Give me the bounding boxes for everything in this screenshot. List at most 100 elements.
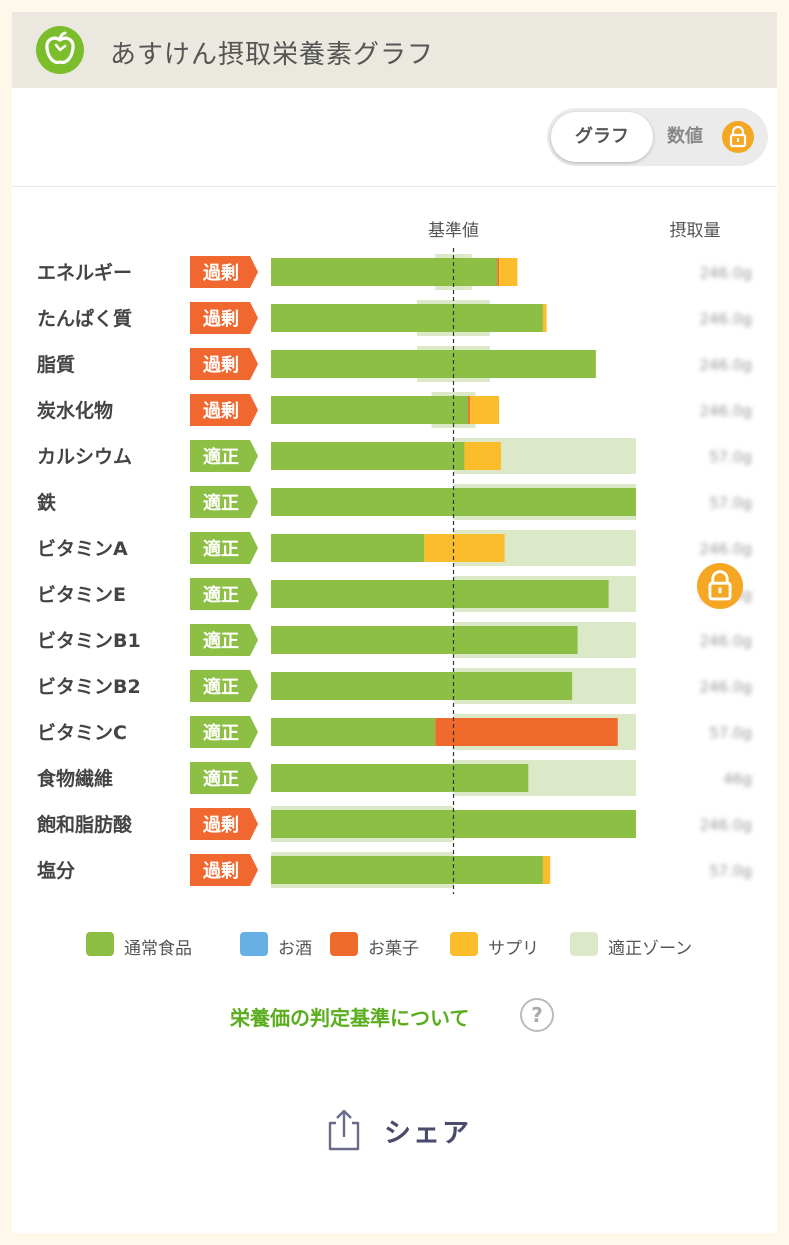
graph-card: あすけん摂取栄養素グラフ グラフ 数値 基準値 摂取量 エネルギー 過剰 246.0g た… xyxy=(12,12,777,1233)
status-badge-corner xyxy=(190,670,198,702)
view-toggle[interactable]: グラフ 数値 xyxy=(547,108,768,166)
bar-food xyxy=(271,718,436,746)
legend-label: お酒 xyxy=(278,939,312,959)
intake-value: 46g xyxy=(723,770,752,788)
intake-value: 246.0g xyxy=(700,678,752,696)
nutrient-label: 炭水化物 xyxy=(37,399,113,422)
nutrient-label: ビタミンA xyxy=(37,538,128,560)
status-badge-corner xyxy=(190,578,198,610)
status-badge-corner xyxy=(190,348,198,380)
intake-value: 246.0g xyxy=(700,540,752,558)
status-badge xyxy=(190,256,258,288)
toggle-values-button[interactable]: 数値 xyxy=(667,126,703,147)
bar-food xyxy=(271,442,465,470)
status-badge xyxy=(190,762,258,794)
nutrient-label: カルシウム xyxy=(37,446,132,468)
reference-label: 基準値 xyxy=(428,221,479,241)
status-badge xyxy=(190,808,258,840)
bar-supplement xyxy=(542,304,547,332)
bar-supplement xyxy=(499,258,518,286)
status-badge xyxy=(190,486,258,518)
intake-header: 摂取量 xyxy=(670,221,721,241)
intake-value: 246.0g xyxy=(700,356,752,374)
intake-value: 57.0g xyxy=(709,448,752,466)
status-badge-label: 過剰 xyxy=(203,400,239,422)
intake-value: 57.0g xyxy=(709,862,752,880)
bar-supplement xyxy=(469,396,500,424)
legend-swatch xyxy=(86,932,114,956)
help-icon[interactable]: ? xyxy=(520,998,554,1032)
bar-food xyxy=(271,534,425,562)
status-badge xyxy=(190,440,258,472)
criteria-link[interactable]: 栄養価の判定基準について xyxy=(230,1006,470,1030)
nutrient-label: ビタミンE xyxy=(37,584,126,606)
nutrient-label: たんぱく質 xyxy=(37,307,132,330)
status-badge xyxy=(190,578,258,610)
intake-value: 246.0g xyxy=(700,310,752,328)
intake-value: 57.0g xyxy=(709,494,752,512)
status-badge-label: 過剰 xyxy=(203,262,239,284)
legend-swatch xyxy=(450,932,478,956)
status-badge-label: 過剰 xyxy=(203,860,239,882)
bar-food xyxy=(271,764,529,792)
intake-value: 57.0g xyxy=(709,724,752,742)
status-badge-corner xyxy=(190,394,198,426)
legend-label: サプリ xyxy=(488,939,539,959)
bar-supplement xyxy=(464,442,501,470)
status-badge-corner xyxy=(190,532,198,564)
bar-food xyxy=(271,258,498,286)
legend-label: お菓子 xyxy=(368,939,419,959)
bar-food xyxy=(271,626,578,654)
status-badge-corner xyxy=(190,716,198,748)
legend: 通常食品 お酒 お菓子 サプリ 適正ゾーン xyxy=(86,932,726,959)
values-lock-icon[interactable] xyxy=(697,563,743,609)
share-label: シェア xyxy=(384,1118,471,1149)
header: あすけん摂取栄養素グラフ xyxy=(12,12,777,88)
status-badge-label: 適正 xyxy=(203,768,239,790)
legend-swatch xyxy=(240,932,268,956)
status-badge-label: 適正 xyxy=(203,538,239,560)
status-badge-corner xyxy=(190,256,198,288)
lock-icon xyxy=(722,121,754,153)
nutrient-label: 鉄 xyxy=(37,491,56,514)
toggle-graph-button[interactable]: グラフ xyxy=(551,112,653,162)
nutrient-label: 脂質 xyxy=(37,353,75,376)
status-badge-label: 適正 xyxy=(203,446,239,468)
status-badge-label: 適正 xyxy=(203,676,239,698)
status-badge xyxy=(190,302,258,334)
apple-icon xyxy=(36,26,84,74)
status-badge xyxy=(190,532,258,564)
status-badge xyxy=(190,670,258,702)
status-badge-corner xyxy=(190,440,198,472)
status-badge-label: 適正 xyxy=(203,492,239,514)
legend-swatch xyxy=(330,932,358,956)
status-badge xyxy=(190,624,258,656)
nutrient-label: ビタミンB2 xyxy=(37,676,141,698)
intake-value: 246.0g xyxy=(700,632,752,650)
status-badge xyxy=(190,394,258,426)
bar-food xyxy=(271,350,596,378)
bar-snack xyxy=(468,396,470,424)
bar-supplement xyxy=(542,856,551,884)
nutrient-label: ビタミンC xyxy=(37,722,127,744)
legend-swatch xyxy=(570,932,598,956)
status-badge-label: 過剰 xyxy=(203,814,239,836)
status-badge xyxy=(190,854,258,886)
nutrient-label: 食物繊維 xyxy=(37,767,113,790)
bar-food xyxy=(271,304,543,332)
bar-snack xyxy=(497,258,500,286)
status-badge-corner xyxy=(190,302,198,334)
bar-snack xyxy=(435,718,618,746)
status-badge-corner xyxy=(190,624,198,656)
status-badge-corner xyxy=(190,808,198,840)
nutrient-label: ビタミンB1 xyxy=(37,630,141,652)
divider xyxy=(12,186,777,187)
bar-food xyxy=(271,672,573,700)
status-badge-label: 適正 xyxy=(203,722,239,744)
status-badge-label: 過剰 xyxy=(203,308,239,330)
page-title: あすけん摂取栄養素グラフ xyxy=(110,40,435,70)
intake-value: 246.0g xyxy=(700,816,752,834)
bar-supplement xyxy=(424,534,505,562)
nutrient-label: エネルギー xyxy=(37,262,132,284)
